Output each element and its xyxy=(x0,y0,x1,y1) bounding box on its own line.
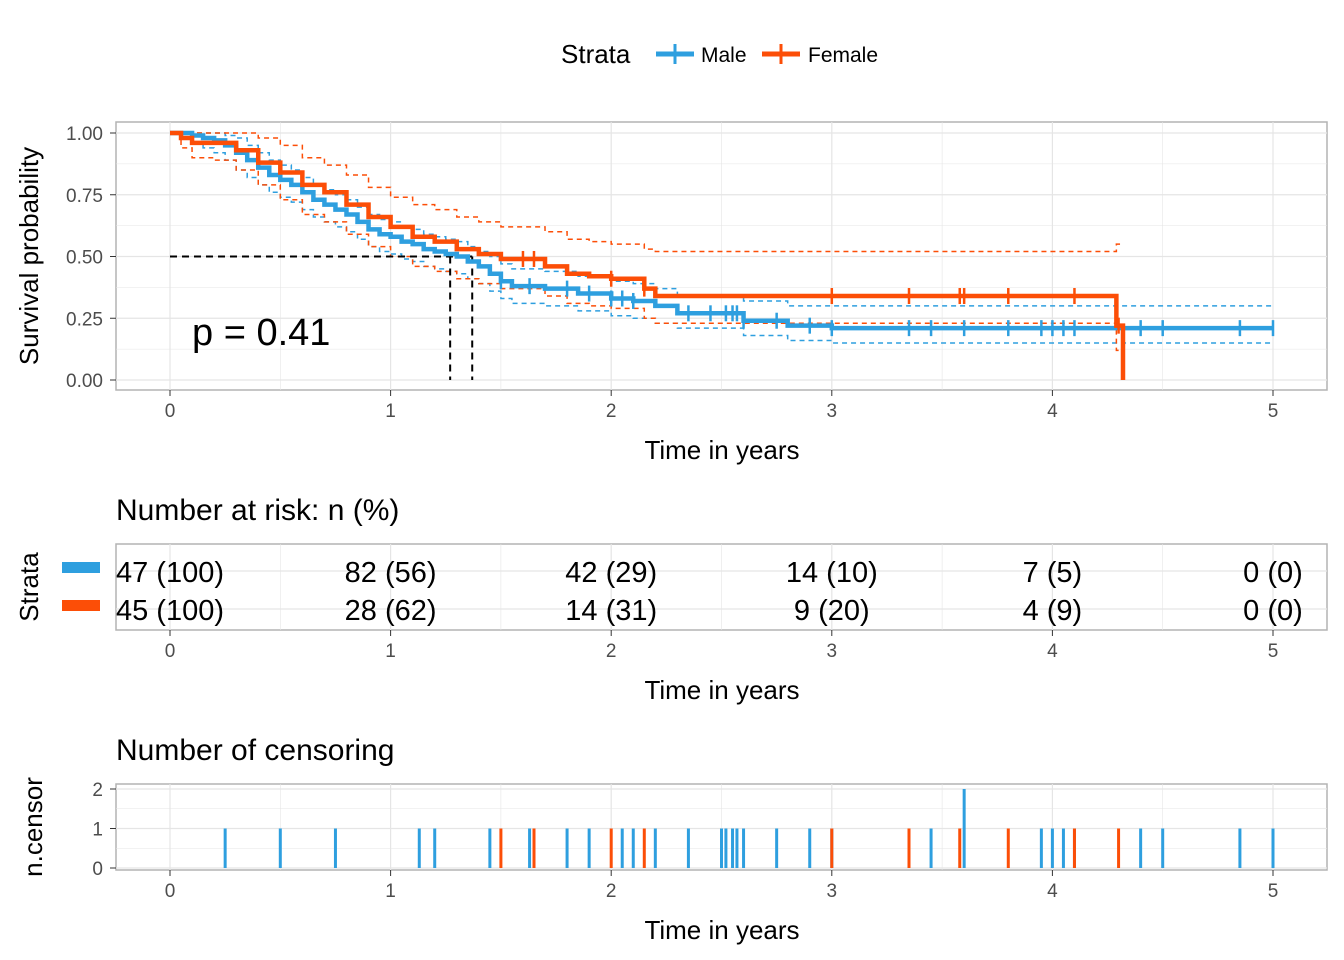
survival-x-tick-label: 5 xyxy=(1268,401,1279,422)
censoring-x-ticks: 0 1 2 3 4 5 xyxy=(165,870,1279,902)
ci-upper-female xyxy=(170,132,1123,253)
risk-x-tick-label: 1 xyxy=(385,641,396,662)
legend-item-female: Female xyxy=(762,44,878,67)
survival-y-tick-label: 0.00 xyxy=(66,371,103,392)
survival-x-ticks: 0 1 2 3 4 5 xyxy=(165,390,1279,422)
legend: Strata Male Female xyxy=(561,39,878,69)
risk-cell: 14 (10) xyxy=(786,557,878,589)
risk-table-title: Number at risk: n (%) xyxy=(116,494,399,527)
risk-cell: 7 (5) xyxy=(1023,557,1083,589)
survival-y-axis-title: Survival probability xyxy=(14,147,44,365)
risk-x-tick-label: 3 xyxy=(827,641,838,662)
censor-x-tick-label: 1 xyxy=(385,881,396,902)
risk-cell: 9 (20) xyxy=(794,595,870,627)
risk-cell: 0 (0) xyxy=(1243,557,1303,589)
ci-upper-male xyxy=(170,132,1273,307)
censoring-panel: Number of censoring 0 1 2 0 1 2 3 4 5 Time in y… xyxy=(18,734,1328,945)
risk-strata-key-female xyxy=(62,600,100,611)
survival-panel: 0.00 0.25 0.50 0.75 1.00 0 1 2 3 4 5 p = 0.41 Tim… xyxy=(14,121,1328,465)
survival-y-tick-label: 0.75 xyxy=(66,186,103,207)
legend-title: Strata xyxy=(561,39,631,69)
risk-cell: 28 (62) xyxy=(345,595,437,627)
risk-cell: 4 (9) xyxy=(1023,595,1083,627)
risk-table-panel: Number at risk: n (%) 47 (100) 82 (56) 42 … xyxy=(14,494,1328,705)
risk-x-tick-label: 2 xyxy=(606,641,617,662)
risk-table-cells: 47 (100) 82 (56) 42 (29) 14 (10) 7 (5) 0 (0) 4… xyxy=(116,557,1303,627)
censoring-y-axis-title: n.censor xyxy=(18,777,48,877)
p-value-label: p = 0.41 xyxy=(192,312,330,354)
censor-x-tick-label: 5 xyxy=(1268,881,1279,902)
risk-x-tick-label: 0 xyxy=(165,641,176,662)
legend-label-male: Male xyxy=(701,44,747,67)
legend-label-female: Female xyxy=(808,44,878,67)
censor-y-tick-label: 0 xyxy=(92,859,103,880)
survival-x-tick-label: 1 xyxy=(385,401,396,422)
median-survival-lines xyxy=(170,255,474,380)
survival-x-axis-title: Time in years xyxy=(644,435,799,465)
risk-cell: 14 (31) xyxy=(565,595,657,627)
ci-lower-female xyxy=(170,132,1123,352)
survival-confidence-bands xyxy=(170,132,1273,352)
censoring-y-ticks: 0 1 2 xyxy=(92,780,116,880)
risk-table-gridlines xyxy=(116,544,1327,630)
survival-curves xyxy=(170,130,1273,380)
risk-x-tick-label: 5 xyxy=(1268,641,1279,662)
risk-table-x-axis-title: Time in years xyxy=(644,675,799,705)
censor-y-tick-label: 2 xyxy=(92,780,103,801)
risk-table-x-ticks: 0 1 2 3 4 5 xyxy=(165,630,1279,662)
risk-cell: 47 (100) xyxy=(116,557,224,589)
risk-strata-key-male xyxy=(62,562,100,573)
survival-y-tick-label: 1.00 xyxy=(66,124,103,145)
survival-x-tick-label: 2 xyxy=(606,401,617,422)
survival-x-tick-label: 4 xyxy=(1047,401,1058,422)
survival-y-tick-label: 0.50 xyxy=(66,248,103,269)
risk-cell: 42 (29) xyxy=(565,557,657,589)
risk-table-y-axis-title: Strata xyxy=(14,552,44,622)
censoring-x-axis-title: Time in years xyxy=(644,915,799,945)
survival-x-tick-label: 0 xyxy=(165,401,176,422)
censoring-title: Number of censoring xyxy=(116,734,394,767)
censor-x-tick-label: 4 xyxy=(1047,881,1058,902)
risk-cell: 45 (100) xyxy=(116,595,224,627)
survival-censor-marks xyxy=(499,250,1275,337)
censor-x-tick-label: 2 xyxy=(606,881,617,902)
censor-x-tick-label: 3 xyxy=(827,881,838,902)
risk-x-tick-label: 4 xyxy=(1047,641,1058,662)
censor-x-tick-label: 0 xyxy=(165,881,176,902)
risk-cell: 82 (56) xyxy=(345,557,437,589)
censoring-bars xyxy=(223,789,1275,868)
censor-y-tick-label: 1 xyxy=(92,820,103,841)
risk-cell: 0 (0) xyxy=(1243,595,1303,627)
survival-curve-female xyxy=(170,130,1126,380)
survival-x-tick-label: 3 xyxy=(827,401,838,422)
legend-item-male: Male xyxy=(656,44,747,67)
survival-y-ticks: 0.00 0.25 0.50 0.75 1.00 xyxy=(66,124,116,392)
survival-y-tick-label: 0.25 xyxy=(66,309,103,330)
